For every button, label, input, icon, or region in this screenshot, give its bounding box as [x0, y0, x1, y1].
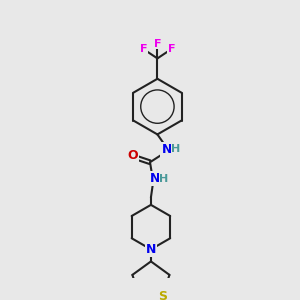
Text: F: F	[140, 44, 147, 54]
Text: H: H	[171, 144, 181, 154]
Text: N: N	[161, 143, 172, 156]
Text: S: S	[158, 290, 167, 300]
Text: F: F	[168, 44, 175, 54]
Text: N: N	[149, 172, 160, 185]
Text: H: H	[159, 174, 169, 184]
Text: O: O	[127, 149, 138, 162]
Text: N: N	[146, 243, 156, 256]
Text: F: F	[154, 39, 161, 49]
